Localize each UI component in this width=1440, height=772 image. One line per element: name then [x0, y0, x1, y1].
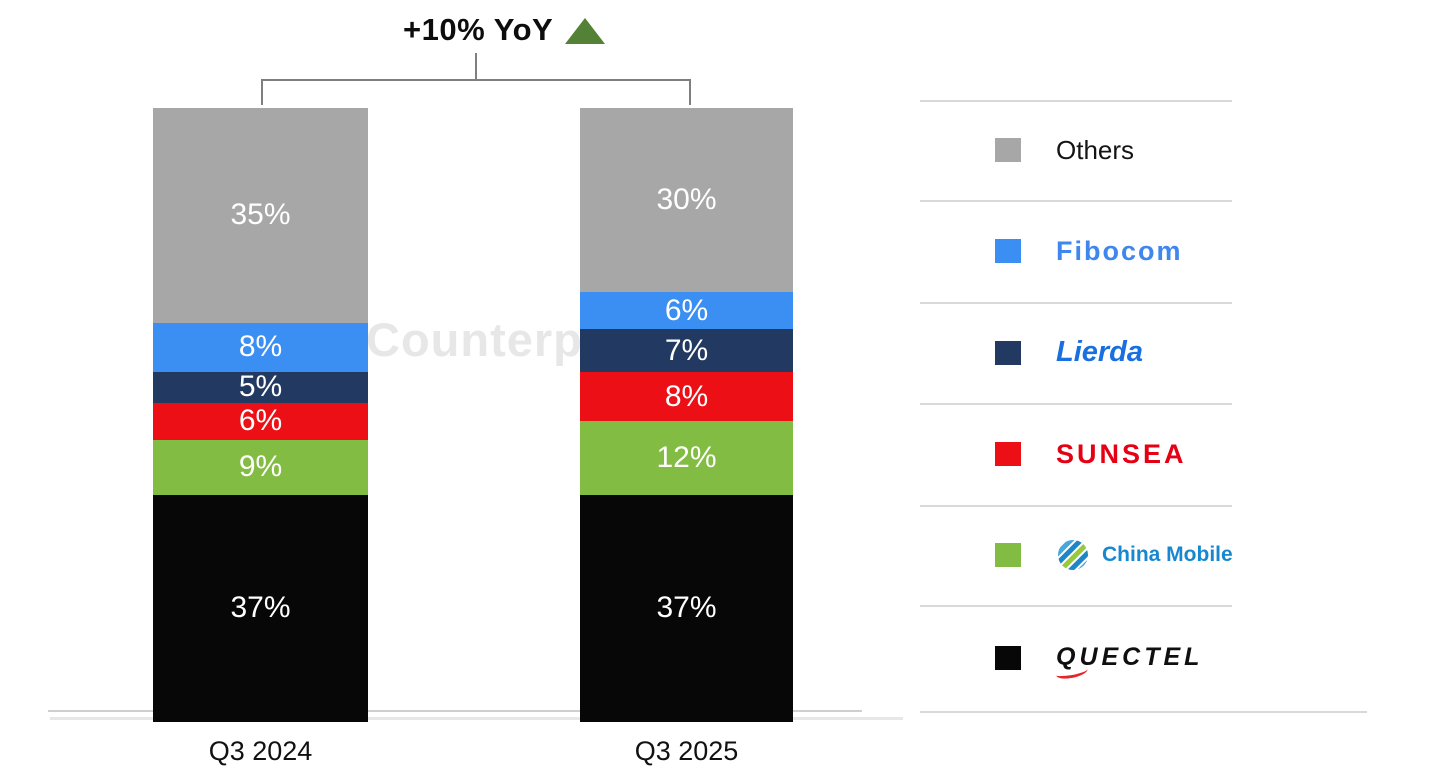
x-axis-label-q3-2024: Q3 2024 — [208, 736, 313, 766]
yoy-label: +10% YoY — [403, 12, 554, 47]
sunsea-logo: SUNSEA — [1056, 438, 1187, 469]
bar-segment-lierda: 5% — [153, 372, 368, 403]
bracket-left-drop-line — [261, 79, 263, 105]
bar-segment-sunsea: 6% — [153, 402, 368, 440]
legend-divider — [920, 200, 1232, 202]
china-mobile-logo-text: China Mobile — [1102, 543, 1233, 566]
legend-label-others: Others — [1056, 134, 1135, 165]
bar-segment-china-mobile: 9% — [153, 439, 368, 495]
bar-segment-others: 35% — [153, 108, 368, 323]
bar-segment-value: 6% — [238, 404, 283, 438]
legend-divider — [920, 505, 1232, 507]
legend-divider — [920, 100, 1232, 102]
bar-segment-value: 30% — [656, 183, 717, 217]
bar-segment-sunsea: 8% — [580, 371, 793, 422]
legend-swatch-china-mobile — [995, 543, 1021, 567]
legend-swatch-quectel — [995, 645, 1021, 670]
yoy-annotation: +10% YoY — [403, 12, 606, 48]
china-mobile-logo: China Mobile — [1056, 538, 1233, 572]
legend-swatch-fibocom — [995, 239, 1021, 263]
chart-baseline — [48, 710, 862, 712]
legend-swatch-lierda — [995, 340, 1021, 365]
bar-segment-value: 9% — [238, 450, 283, 484]
bar-segment-quectel: 37% — [580, 494, 793, 722]
bracket-horizontal-line — [261, 79, 691, 81]
quectel-red-swoosh — [1055, 664, 1089, 680]
quectel-logo: QUECTEL — [1055, 643, 1204, 680]
bar-segment-fibocom: 6% — [580, 292, 793, 330]
legend-swatch-others — [995, 138, 1021, 162]
legend-bottom-divider — [920, 711, 1367, 713]
bar-segment-value: 7% — [664, 333, 709, 367]
legend-swatch-sunsea — [995, 442, 1021, 466]
bar-segment-value: 5% — [238, 370, 283, 404]
legend-row-china-mobile: China Mobile — [920, 505, 1367, 605]
legend-divider — [920, 302, 1232, 304]
bar-segment-value: 37% — [230, 591, 291, 625]
bar-segment-quectel: 37% — [153, 494, 368, 722]
legend-row-lierda: Lierda — [920, 302, 1367, 403]
chart-baseline-shadow — [50, 717, 903, 720]
bar-segment-value: 6% — [664, 293, 709, 327]
legend-divider — [920, 605, 1232, 607]
china-mobile-icon — [1056, 538, 1090, 572]
legend-divider — [920, 403, 1232, 405]
fibocom-logo: Fibocom — [1056, 235, 1183, 266]
bar-segment-value: 35% — [230, 198, 291, 232]
stacked-bar: 35% 8% 5% 6% 9% 37% — [153, 108, 368, 722]
legend-row-quectel: QUECTEL — [920, 605, 1367, 710]
bar-segment-value: 37% — [656, 591, 717, 625]
bar-segment-china-mobile: 12% — [580, 421, 793, 495]
stacked-bar: 30% 6% 7% 8% 12% 37% — [580, 108, 793, 722]
bar-segment-lierda: 7% — [580, 329, 793, 372]
bar-segment-value: 8% — [664, 379, 709, 413]
quectel-logo-text: QUECTEL — [1056, 643, 1204, 671]
legend-row-sunsea: SUNSEA — [920, 403, 1367, 505]
bracket-right-drop-line — [689, 79, 691, 105]
lierda-logo: Lierda — [1056, 336, 1144, 368]
bar-segment-value: 8% — [238, 330, 283, 364]
bar-segment-value: 12% — [656, 440, 717, 474]
bar-segment-others: 30% — [580, 108, 793, 293]
watermark-text: Counterp — [366, 313, 583, 366]
x-axis-label-q3-2025: Q3 2025 — [634, 736, 739, 766]
bar-segment-fibocom: 8% — [153, 322, 368, 372]
bracket-stem-line — [475, 53, 477, 80]
legend-row-others: Others — [920, 100, 1367, 200]
up-triangle-icon — [565, 18, 606, 44]
legend-row-fibocom: Fibocom — [920, 200, 1367, 302]
